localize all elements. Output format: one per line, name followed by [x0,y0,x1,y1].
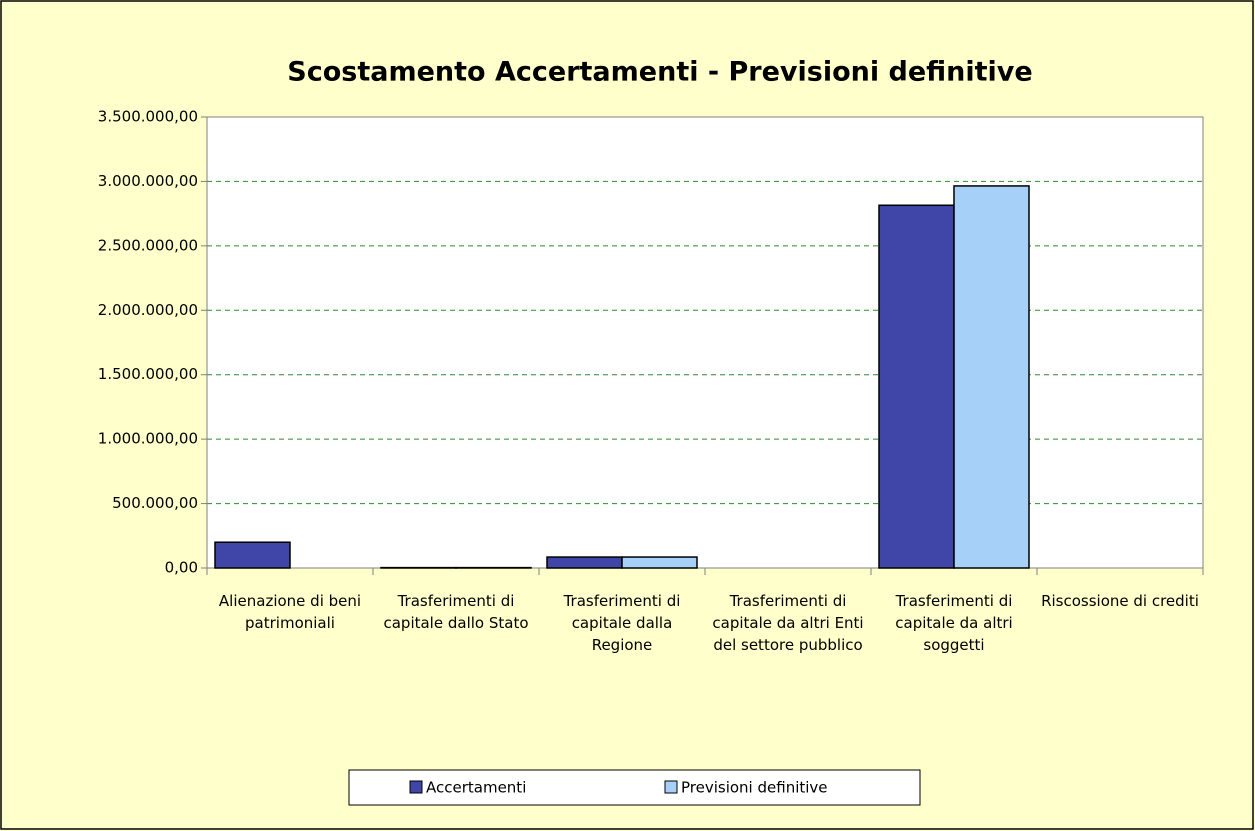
y-tick-label: 3.500.000,00 [98,108,198,126]
legend-swatch [409,780,423,794]
bar [878,204,955,569]
x-tick-label: Riscossione di crediti [1041,592,1199,610]
x-tick-label: Trasferimenti di capitale da altri Enti … [712,592,864,654]
x-tick-label: Alienazione di beni patrimoniali [218,592,362,632]
y-tick-label: 0,00 [165,559,198,577]
legend-label: Accertamenti [426,779,526,797]
bar [621,556,698,569]
plot-area [206,116,1204,569]
bar [953,185,1030,569]
legend-label: Previsioni definitive [681,779,828,797]
y-tick-label: 2.000.000,00 [98,301,198,319]
legend-swatch [664,780,678,794]
y-tick-label: 1.000.000,00 [98,430,198,448]
bar [214,541,291,569]
y-tick-label: 500.000,00 [112,494,198,512]
x-tick-label: Trasferimenti di capitale da altri sogge… [895,592,1013,654]
y-tick-label: 3.000.000,00 [98,172,198,190]
x-tick-label: Trasferimenti di capitale dallo Stato [383,592,529,632]
chart-title: Scostamento Accertamenti - Previsioni de… [287,57,1032,88]
x-tick-label: Trasferimenti di capitale dalla Regione [563,592,681,654]
bar [546,556,623,569]
y-tick-label: 1.500.000,00 [98,365,198,383]
legend-box [348,769,921,806]
y-tick-label: 2.500.000,00 [98,236,198,254]
